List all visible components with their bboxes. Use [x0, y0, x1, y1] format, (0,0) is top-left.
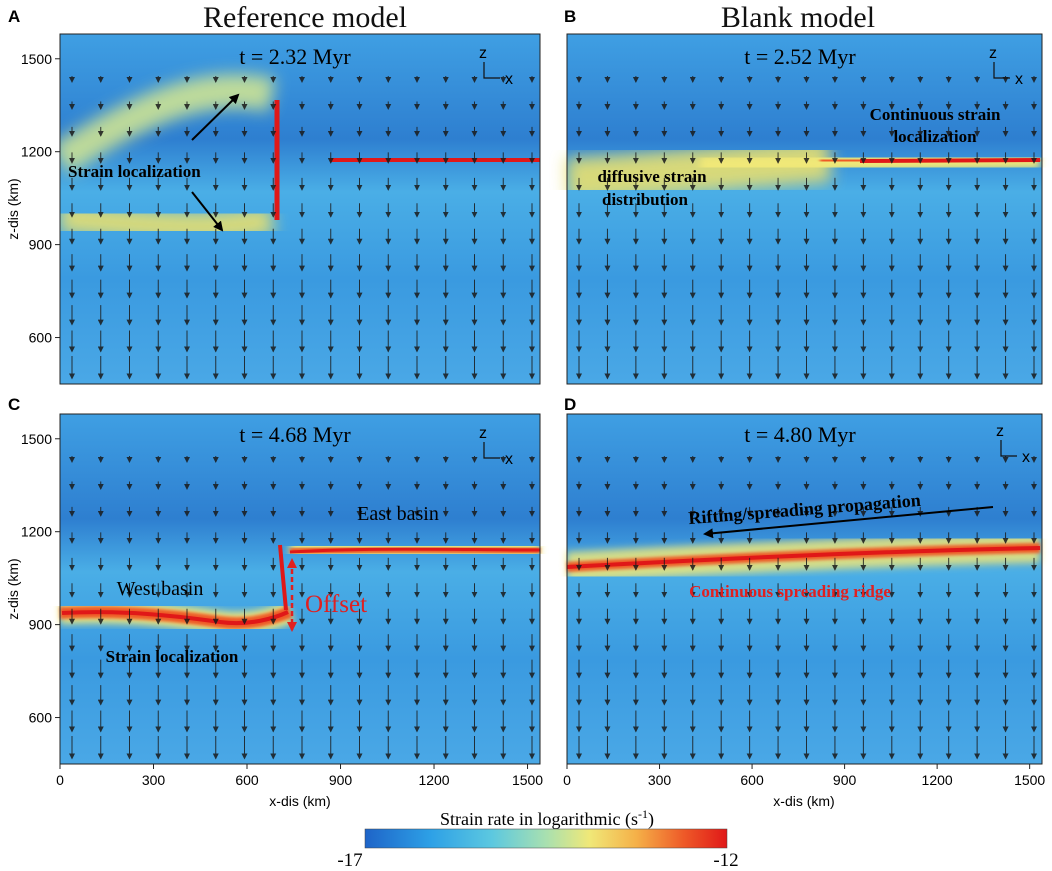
- xtick-label: 300: [648, 772, 672, 788]
- xtick-label: 1200: [922, 772, 953, 788]
- panel-c-field: [60, 414, 540, 764]
- xtick-label: 1500: [512, 772, 543, 788]
- ytick-label: 900: [29, 617, 53, 633]
- panel-d: D t = 4.80 Myr Rifting/spreading propaga…: [564, 395, 1043, 809]
- panel-c-annotation-offset: Offset: [305, 591, 367, 618]
- colorbar-gradient: [364, 828, 728, 849]
- panel-letter-b: B: [564, 7, 576, 26]
- ytick-label: 600: [29, 330, 53, 346]
- panel-d-xlabel: x-dis (km): [773, 793, 834, 809]
- colorbar-min-label: -17: [337, 850, 362, 871]
- xtick-label: 900: [329, 772, 353, 788]
- panel-b-vectors: [576, 76, 1037, 380]
- svg-text:z: z: [479, 425, 487, 442]
- svg-text:x: x: [1022, 449, 1030, 466]
- xtick-label: 0: [563, 772, 571, 788]
- ytick-label: 1200: [21, 524, 52, 540]
- panel-letter-c: C: [8, 395, 20, 414]
- panel-a: A t = 2.32 Myr Strain localization z x z…: [5, 7, 541, 385]
- col-title-reference: Reference model: [203, 1, 407, 34]
- ytick-label: 1500: [21, 51, 52, 67]
- panel-b: B t = 2.52 Myr Continuous strain localiz…: [564, 7, 1043, 385]
- svg-text:z: z: [989, 45, 997, 62]
- panel-a-ylabel: z-dis (km): [5, 178, 21, 239]
- panel-letter-d: D: [564, 395, 576, 414]
- panel-a-field: [60, 34, 540, 384]
- panel-d-vectors: [576, 456, 1037, 760]
- xtick-label: 1200: [418, 772, 449, 788]
- panel-d-annotation-ridge: Continuous spreading ridge: [689, 582, 891, 601]
- xtick-label: 0: [56, 772, 64, 788]
- ytick-label: 1500: [21, 431, 52, 447]
- panel-c-annotation-west-basin: West basin: [117, 578, 204, 600]
- panel-b-annotation-continuous: Continuous strain: [870, 105, 1001, 124]
- panel-b-ridge-core: [859, 158, 1041, 163]
- panel-b-field: [567, 34, 1042, 384]
- panel-b-annotation-diffusive: diffusive strain: [597, 167, 707, 186]
- panel-c-frame: [59, 413, 541, 765]
- colorbar-max-label: -12: [713, 850, 738, 871]
- xtick-label: 900: [833, 772, 857, 788]
- panel-d-time: t = 4.80 Myr: [744, 422, 856, 447]
- svg-text:x: x: [1015, 71, 1023, 88]
- xtick-label: 600: [740, 772, 764, 788]
- panel-c-xlabel: x-dis (km): [269, 793, 330, 809]
- colorbar-label: Strain rate in logarithmic (s-1): [440, 807, 654, 830]
- panel-a-frame: [59, 33, 541, 385]
- panel-a-arrow-up: [191, 93, 240, 141]
- ytick-label: 1200: [21, 144, 52, 160]
- panel-c-west-core: [61, 610, 289, 626]
- panel-d-compass: z x: [996, 423, 1030, 466]
- panel-b-compass: z x: [989, 45, 1023, 88]
- svg-text:z: z: [479, 45, 487, 62]
- panel-c-compass: z x: [479, 425, 513, 468]
- panel-b-annotation-distribution: distribution: [602, 190, 689, 209]
- col-title-blank: Blank model: [721, 1, 875, 34]
- panel-c-time: t = 4.68 Myr: [239, 422, 351, 447]
- panel-c-annotation-strain: Strain localization: [106, 647, 239, 666]
- panel-c-vectors: [69, 456, 535, 760]
- panel-d-ridge-core: [566, 546, 1041, 569]
- panel-a-lower-band: [60, 203, 275, 242]
- panel-b-time: t = 2.52 Myr: [744, 44, 856, 69]
- panel-c-ylabel: z-dis (km): [5, 558, 21, 619]
- panel-d-field: [567, 414, 1042, 764]
- panel-b-frame: [566, 33, 1043, 385]
- panel-c-strain: [59, 480, 541, 635]
- panel-a-vectors: [69, 76, 535, 380]
- ytick-label: 600: [29, 710, 53, 726]
- xtick-label: 1500: [1014, 772, 1045, 788]
- colorbar: Strain rate in logarithmic (s-1) -17 -12: [337, 807, 738, 871]
- panel-c: C t = 4.68 Myr East basin West basin Off…: [5, 395, 541, 809]
- axis-ticks: 600 900 1200 1500 600 900 1200 1500 0 300 600 900 12…: [21, 51, 1046, 788]
- panel-c-east-core: [289, 547, 541, 554]
- panel-b-annotation-localization: localization: [893, 127, 977, 146]
- panel-letter-a: A: [8, 7, 20, 26]
- xtick-label: 300: [142, 772, 166, 788]
- panel-d-frame: [566, 413, 1043, 765]
- panel-a-upper-band: [60, 74, 276, 175]
- svg-text:x: x: [505, 451, 513, 468]
- xtick-label: 600: [235, 772, 259, 788]
- panel-a-compass: z x: [479, 45, 513, 88]
- panel-c-annotation-east-basin: East basin: [357, 503, 439, 525]
- panel-a-annotation-strain: Strain localization: [68, 162, 201, 181]
- panel-d-strain: [566, 533, 1041, 582]
- panel-a-time: t = 2.32 Myr: [239, 44, 351, 69]
- panel-c-transform-core: [278, 544, 288, 611]
- svg-text:z: z: [996, 423, 1004, 440]
- svg-text:x: x: [505, 71, 513, 88]
- ytick-label: 900: [29, 237, 53, 253]
- panel-a-arrow-down: [191, 191, 224, 232]
- panel-d-propagation-arrow: [703, 506, 994, 539]
